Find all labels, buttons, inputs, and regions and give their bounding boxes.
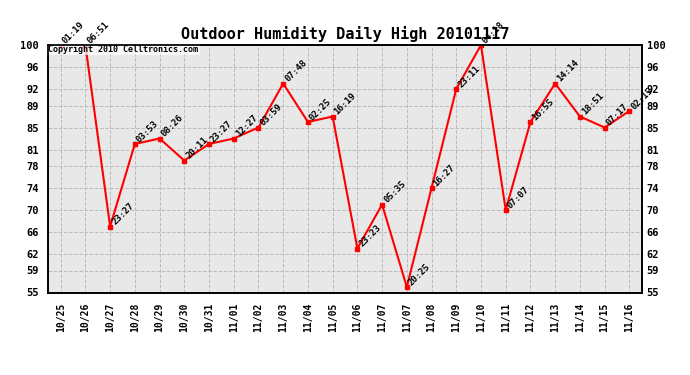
Text: 07:17: 07:17 bbox=[604, 102, 630, 128]
Text: 23:27: 23:27 bbox=[110, 201, 135, 226]
Text: 08:26: 08:26 bbox=[159, 113, 185, 138]
Text: 23:23: 23:23 bbox=[357, 223, 383, 249]
Text: 20:25: 20:25 bbox=[407, 262, 432, 287]
Text: 06:51: 06:51 bbox=[86, 20, 111, 45]
Text: 18:51: 18:51 bbox=[580, 91, 605, 117]
Text: 16:19: 16:19 bbox=[333, 91, 358, 117]
Text: 07:48: 07:48 bbox=[283, 58, 308, 84]
Text: 20:11: 20:11 bbox=[184, 135, 210, 160]
Text: 05:35: 05:35 bbox=[382, 179, 408, 204]
Title: Outdoor Humidity Daily High 20101117: Outdoor Humidity Daily High 20101117 bbox=[181, 27, 509, 42]
Text: 12:27: 12:27 bbox=[234, 113, 259, 138]
Text: 01:19: 01:19 bbox=[61, 20, 86, 45]
Text: 04:18: 04:18 bbox=[481, 20, 506, 45]
Text: 02:15: 02:15 bbox=[629, 86, 655, 111]
Text: 23:11: 23:11 bbox=[456, 64, 482, 89]
Text: 03:53: 03:53 bbox=[135, 118, 160, 144]
Text: 03:59: 03:59 bbox=[259, 102, 284, 128]
Text: 16:27: 16:27 bbox=[431, 163, 457, 188]
Text: 16:55: 16:55 bbox=[531, 97, 556, 122]
Text: 02:25: 02:25 bbox=[308, 97, 333, 122]
Text: 23:27: 23:27 bbox=[209, 118, 235, 144]
Text: Copyright 2010 Celltronics.com: Copyright 2010 Celltronics.com bbox=[48, 45, 198, 54]
Text: 07:07: 07:07 bbox=[506, 184, 531, 210]
Text: 14:14: 14:14 bbox=[555, 58, 580, 84]
